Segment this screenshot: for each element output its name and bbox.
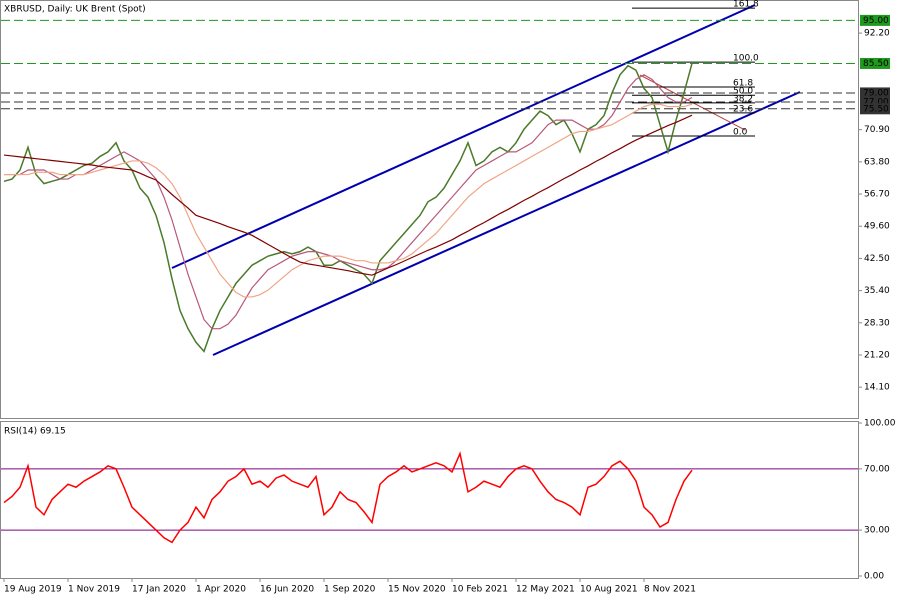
x-tick-label: 16 Jun 2020 — [260, 585, 314, 595]
x-tick-label: 10 Aug 2021 — [580, 585, 638, 595]
x-tick-label: 1 Sep 2020 — [324, 585, 376, 595]
fibonacci-label: 38.2 — [733, 94, 753, 104]
level-label-box — [860, 96, 890, 108]
y-tick-label: 28.30 — [864, 318, 890, 328]
x-tick-label: 8 Nov 2021 — [644, 585, 696, 595]
y-tick-label: 42.50 — [864, 254, 890, 264]
series-line — [3, 63, 693, 353]
level-label: 75.50 — [863, 104, 889, 114]
y-tick-label: 49.60 — [864, 222, 890, 232]
channel-upper — [171, 4, 756, 269]
level-label-box — [860, 87, 890, 99]
x-tick-label: 15 Nov 2020 — [388, 585, 446, 595]
y-tick-label: 92.20 — [864, 29, 890, 39]
y-tick-label: 30.00 — [864, 526, 890, 536]
y-tick-label: 21.20 — [864, 350, 890, 360]
level-label-box — [860, 57, 890, 69]
level-label: 79.00 — [863, 88, 889, 98]
fibonacci-label: 61.8 — [733, 79, 753, 89]
y-tick-label: 70.00 — [864, 464, 890, 474]
chart-title: XBRUSD, Daily: UK Brent (Spot) — [4, 5, 146, 15]
fibonacci-label: 23.6 — [733, 104, 753, 114]
y-tick-label: 35.40 — [864, 286, 890, 296]
series-line — [3, 114, 693, 276]
fibonacci-label: 0.0 — [733, 128, 748, 138]
fibonacci-label: 50.0 — [733, 87, 753, 97]
fibonacci-label: 100.0 — [733, 54, 759, 64]
price-panel — [0, 0, 859, 419]
y-tick-label: 14.10 — [864, 383, 890, 393]
y-tick-label: 100.00 — [864, 418, 896, 428]
fibonacci-label: 161.8 — [733, 0, 759, 10]
level-label: 95.00 — [863, 16, 889, 26]
x-tick-label: 10 Feb 2021 — [452, 585, 508, 595]
x-tick-label: 17 Jan 2020 — [132, 585, 186, 595]
y-tick-label: 56.70 — [864, 190, 890, 200]
level-label-box — [860, 103, 890, 115]
level-label-box — [860, 14, 890, 26]
y-tick-label: 63.80 — [864, 157, 890, 167]
x-tick-label: 12 May 2021 — [516, 585, 575, 595]
rsi-title: RSI(14) 69.15 — [4, 427, 66, 437]
x-tick-label: 1 Nov 2019 — [68, 585, 120, 595]
x-tick-label: 1 Apr 2020 — [196, 585, 246, 595]
series-line — [4, 74, 693, 330]
series-line — [3, 451, 693, 544]
series-line — [4, 103, 693, 298]
rsi-panel — [0, 421, 859, 579]
y-tick-label: 0.00 — [864, 572, 884, 582]
y-tick-label: 70.90 — [864, 125, 890, 135]
level-label: 85.50 — [863, 59, 889, 69]
level-label: 77.00 — [863, 98, 889, 108]
x-tick-label: 19 Aug 2019 — [4, 585, 62, 595]
